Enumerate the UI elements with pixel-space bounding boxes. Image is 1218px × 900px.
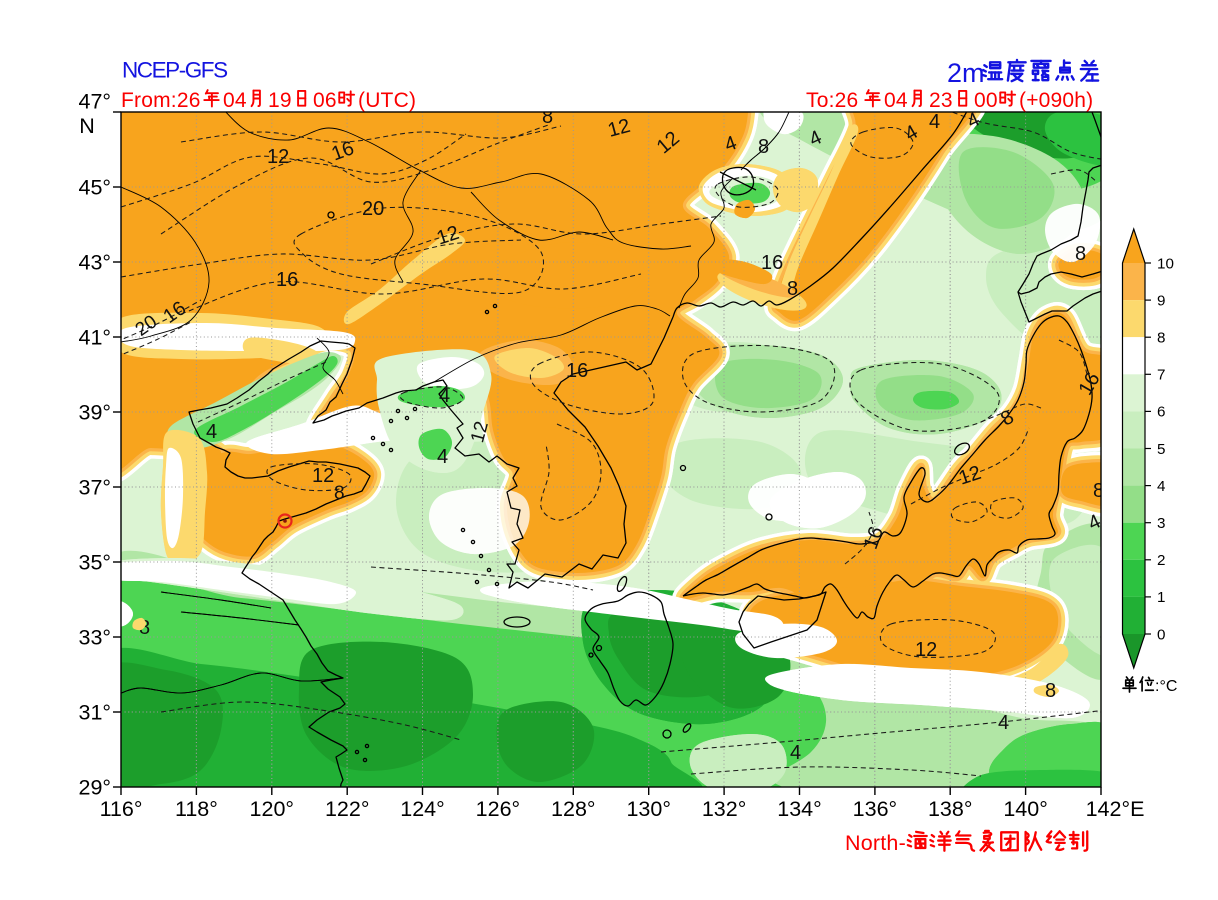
svg-text:35°: 35° [78, 551, 111, 575]
svg-text:7: 7 [1157, 367, 1165, 384]
svg-text:(+090h): (+090h) [1019, 89, 1093, 112]
svg-text:3: 3 [1157, 515, 1165, 532]
svg-text:120°: 120° [250, 797, 294, 821]
svg-text:2: 2 [1157, 552, 1165, 569]
svg-text:To:26: To:26 [806, 89, 858, 112]
svg-text:8: 8 [758, 136, 769, 158]
svg-text:12: 12 [267, 146, 289, 168]
svg-text:04: 04 [223, 89, 247, 112]
svg-text:33°: 33° [78, 626, 111, 650]
svg-text:8: 8 [1045, 680, 1056, 702]
svg-text:4: 4 [929, 111, 940, 133]
svg-text:16: 16 [761, 252, 783, 274]
svg-text:132°: 132° [702, 797, 746, 821]
svg-text:134°: 134° [777, 797, 821, 821]
svg-text:10: 10 [1157, 255, 1174, 272]
svg-text:118°: 118° [175, 797, 218, 821]
svg-text:From:26: From:26 [121, 89, 201, 112]
svg-text:124°: 124° [400, 797, 444, 821]
svg-text:138°: 138° [928, 797, 972, 821]
svg-text:19: 19 [268, 89, 292, 112]
svg-text:20: 20 [362, 198, 384, 220]
svg-text:0: 0 [1157, 626, 1165, 643]
svg-text:4: 4 [437, 446, 448, 468]
svg-text:128°: 128° [551, 797, 595, 821]
svg-text:12: 12 [312, 465, 334, 487]
svg-text:39°: 39° [78, 401, 111, 425]
svg-text:43°: 43° [78, 251, 111, 275]
svg-text:5: 5 [1157, 441, 1165, 458]
svg-text:8: 8 [1075, 243, 1086, 265]
svg-text:2m: 2m [947, 58, 985, 88]
svg-text:37°: 37° [78, 476, 111, 500]
svg-text:142°E: 142°E [1086, 797, 1145, 821]
svg-text:06: 06 [313, 89, 337, 112]
svg-text:(UTC): (UTC) [358, 89, 416, 112]
svg-text:8: 8 [334, 483, 345, 504]
svg-text:8: 8 [1157, 330, 1165, 347]
svg-text:136°: 136° [853, 797, 897, 821]
svg-text:4: 4 [439, 385, 450, 407]
svg-text:29°: 29° [78, 776, 111, 800]
svg-text::°C: :°C [1155, 678, 1177, 695]
svg-text:6: 6 [1157, 404, 1165, 421]
svg-text:9: 9 [1157, 292, 1165, 309]
svg-text:00: 00 [974, 89, 998, 112]
svg-text:North-: North- [845, 831, 906, 855]
svg-text:4: 4 [1157, 478, 1165, 495]
svg-text:04: 04 [884, 89, 908, 112]
svg-text:140°: 140° [1003, 797, 1047, 821]
svg-text:4: 4 [998, 712, 1009, 734]
svg-text:8: 8 [139, 617, 150, 639]
svg-text:12: 12 [915, 639, 937, 661]
svg-text:NCEP-GFS: NCEP-GFS [122, 58, 227, 83]
svg-text:122°: 122° [325, 797, 369, 821]
svg-text:N: N [79, 114, 95, 138]
svg-text:8: 8 [542, 106, 553, 128]
svg-text:8: 8 [1093, 480, 1104, 502]
svg-text:4: 4 [206, 421, 217, 443]
svg-text:31°: 31° [78, 701, 111, 725]
svg-text:1: 1 [1157, 589, 1165, 606]
svg-text:116°: 116° [100, 797, 143, 821]
svg-text:126°: 126° [476, 797, 520, 821]
svg-text:130°: 130° [626, 797, 670, 821]
svg-text:45°: 45° [78, 176, 111, 200]
svg-text:47°: 47° [78, 90, 111, 114]
svg-text:41°: 41° [78, 326, 111, 350]
svg-text:4: 4 [790, 742, 801, 764]
svg-text:23: 23 [929, 89, 953, 112]
svg-text:16: 16 [566, 360, 588, 382]
svg-text:16: 16 [276, 269, 298, 291]
svg-text:8: 8 [787, 278, 798, 300]
